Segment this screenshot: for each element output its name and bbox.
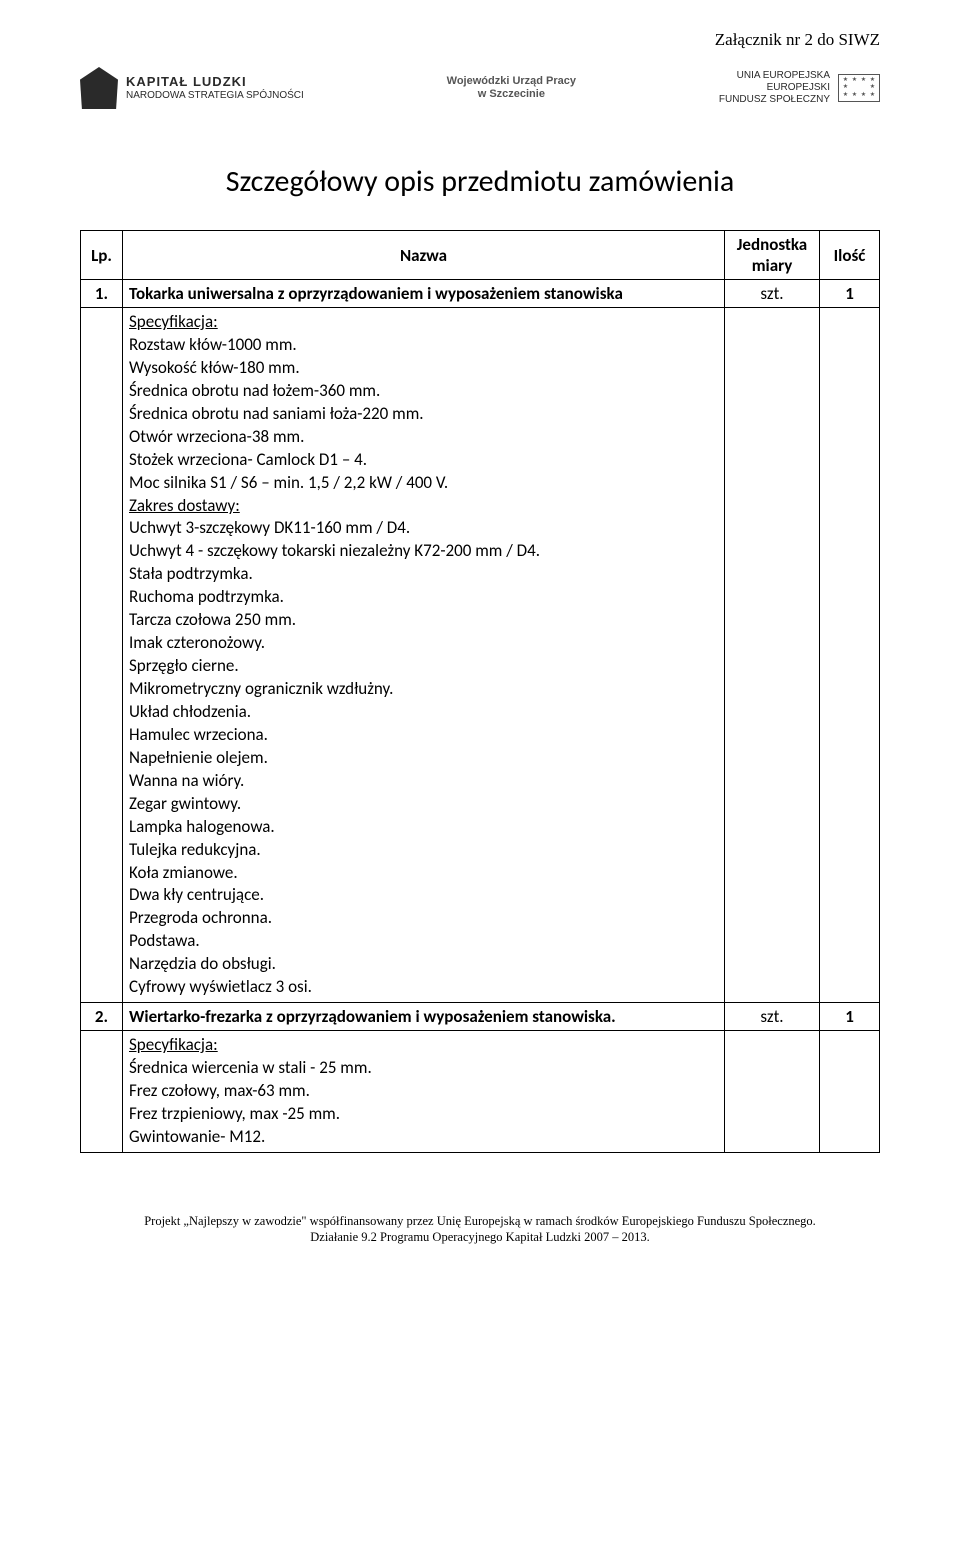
table-row: 2. Wiertarko-frezarka z oprzyrządowaniem… (81, 1003, 880, 1031)
cell-qty-empty (820, 308, 880, 1003)
human-capital-icon (80, 67, 118, 109)
scope-line: Wanna na wióry. (129, 770, 718, 793)
header-unit-l2: miary (731, 255, 813, 276)
spec-label: Specyfikacja: (129, 1034, 218, 1055)
scope-line: Napełnienie olejem. (129, 747, 718, 770)
scope-line: Tarcza czołowa 250 mm. (129, 609, 718, 632)
logo-right-text: UNIA EUROPEJSKA EUROPEJSKI FUNDUSZ SPOŁE… (719, 70, 830, 106)
spec-line: Frez czołowy, max-63 mm. (129, 1080, 718, 1103)
scope-line: Sprzęgło cierne. (129, 655, 718, 678)
scope-line: Hamulec wrzeciona. (129, 724, 718, 747)
logo-right-l2: EUROPEJSKI (719, 82, 830, 94)
spec-line: Moc silnika S1 / S6 – min. 1,5 / 2,2 kW … (129, 472, 718, 495)
scope-line: Podstawa. (129, 930, 718, 953)
scope-line: Koła zmianowe. (129, 862, 718, 885)
spec-line: Stożek wrzeciona- Camlock D1 – 4. (129, 449, 718, 472)
spec-line: Średnica obrotu nad łożem-360 mm. (129, 380, 718, 403)
spec-line: Rozstaw kłów-1000 mm. (129, 334, 718, 357)
page-footer: Projekt „Najlepszy w zawodzie" współfina… (80, 1213, 880, 1246)
scope-line: Lampka halogenowa. (129, 816, 718, 839)
scope-line: Stała podtrzymka. (129, 563, 718, 586)
eu-flag-icon: ★★★★ ★★ ★★★★ (838, 74, 880, 102)
cell-qty: 1 (820, 1003, 880, 1031)
header-lp: Lp. (81, 231, 123, 280)
table-row: Specyfikacja: Rozstaw kłów-1000 mm. Wyso… (81, 308, 880, 1003)
spec-line: Gwintowanie- M12. (129, 1126, 718, 1149)
logo-left-text: KAPITAŁ LUDZKI NARODOWA STRATEGIA SPÓJNO… (126, 75, 304, 100)
header-qty: Ilość (820, 231, 880, 280)
cell-qty: 1 (820, 280, 880, 308)
logo-left: KAPITAŁ LUDZKI NARODOWA STRATEGIA SPÓJNO… (80, 67, 304, 109)
logo-left-small: NARODOWA STRATEGIA SPÓJNOŚCI (126, 90, 304, 101)
cell-lp: 1. (81, 280, 123, 308)
scope-line: Układ chłodzenia. (129, 701, 718, 724)
scope-label: Zakres dostawy: (129, 495, 240, 516)
table-header-row: Lp. Nazwa Jednostka miary Ilość (81, 231, 880, 280)
scope-line: Uchwyt 3-szczękowy DK11-160 mm / D4. (129, 517, 718, 540)
attachment-label: Załącznik nr 2 do SIWZ (80, 30, 880, 50)
specification-table: Lp. Nazwa Jednostka miary Ilość 1. Tokar… (80, 230, 880, 1153)
cell-name: Wiertarko-frezarka z oprzyrządowaniem i … (123, 1003, 725, 1031)
logo-right-l1: UNIA EUROPEJSKA (719, 70, 830, 82)
cell-lp-empty (81, 1031, 123, 1153)
spec-line: Średnica wiercenia w stali - 25 mm. (129, 1057, 718, 1080)
table-row: Specyfikacja: Średnica wiercenia w stali… (81, 1031, 880, 1153)
scope-line: Ruchoma podtrzymka. (129, 586, 718, 609)
logo-center-l2: w Szczecinie (447, 88, 576, 101)
spec-label: Specyfikacja: (129, 311, 218, 332)
spec-line: Średnica obrotu nad saniami łoża-220 mm. (129, 403, 718, 426)
cell-unit-empty (725, 1031, 820, 1153)
logo-center-l1: Wojewódzki Urząd Pracy (447, 75, 576, 88)
header-unit-l1: Jednostka (731, 234, 813, 255)
cell-unit: szt. (725, 280, 820, 308)
scope-line: Przegroda ochronna. (129, 907, 718, 930)
scope-line: Zegar gwintowy. (129, 793, 718, 816)
cell-name: Tokarka uniwersalna z oprzyrządowaniem i… (123, 280, 725, 308)
scope-line: Imak czteronożowy. (129, 632, 718, 655)
header-name: Nazwa (123, 231, 725, 280)
spec-line: Frez trzpieniowy, max -25 mm. (129, 1103, 718, 1126)
cell-lp: 2. (81, 1003, 123, 1031)
cell-spec: Specyfikacja: Średnica wiercenia w stali… (123, 1031, 725, 1153)
logo-left-big: KAPITAŁ LUDZKI (126, 75, 304, 89)
scope-line: Uchwyt 4 - szczękowy tokarski niezależny… (129, 540, 718, 563)
logo-bar: KAPITAŁ LUDZKI NARODOWA STRATEGIA SPÓJNO… (80, 58, 880, 118)
logo-right: UNIA EUROPEJSKA EUROPEJSKI FUNDUSZ SPOŁE… (719, 70, 880, 106)
scope-line: Dwa kły centrujące. (129, 884, 718, 907)
header-unit: Jednostka miary (725, 231, 820, 280)
scope-line: Narzędzia do obsługi. (129, 953, 718, 976)
table-row: 1. Tokarka uniwersalna z oprzyrządowanie… (81, 280, 880, 308)
spec-line: Otwór wrzeciona-38 mm. (129, 426, 718, 449)
scope-line: Cyfrowy wyświetlacz 3 osi. (129, 976, 718, 999)
logo-right-l3: FUNDUSZ SPOŁECZNY (719, 94, 830, 106)
scope-line: Tulejka redukcyjna. (129, 839, 718, 862)
page-title: Szczegółowy opis przedmiotu zamówienia (80, 163, 880, 200)
cell-lp-empty (81, 308, 123, 1003)
cell-spec: Specyfikacja: Rozstaw kłów-1000 mm. Wyso… (123, 308, 725, 1003)
scope-line: Mikrometryczny ogranicznik wzdłużny. (129, 678, 718, 701)
cell-unit-empty (725, 308, 820, 1003)
spec-line: Wysokość kłów-180 mm. (129, 357, 718, 380)
footer-line-1: Projekt „Najlepszy w zawodzie" współfina… (80, 1213, 880, 1229)
logo-center: Wojewódzki Urząd Pracy w Szczecinie (447, 75, 576, 101)
footer-line-2: Działanie 9.2 Programu Operacyjnego Kapi… (80, 1229, 880, 1245)
cell-unit: szt. (725, 1003, 820, 1031)
cell-qty-empty (820, 1031, 880, 1153)
